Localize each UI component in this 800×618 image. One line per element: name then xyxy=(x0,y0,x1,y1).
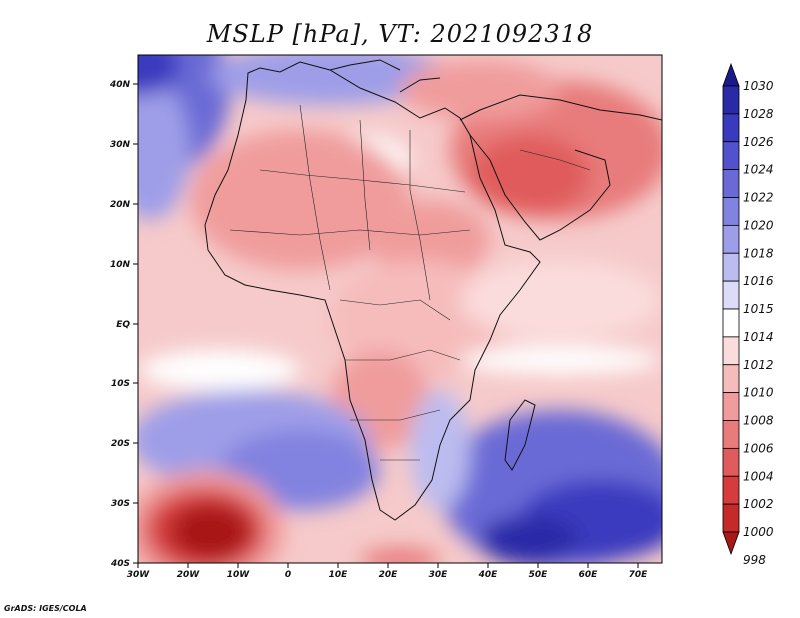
colorbar-swatch xyxy=(722,308,740,338)
colorbar-label: 1006 xyxy=(743,441,774,455)
colorbar-label: 1026 xyxy=(743,135,774,149)
colorbar-label: 1020 xyxy=(743,218,774,232)
colorbar-label: 1022 xyxy=(743,191,774,205)
pressure-field xyxy=(138,55,662,563)
colorbar-swatch xyxy=(722,336,740,366)
colorbar-swatch xyxy=(722,503,740,533)
colorbar-swatch xyxy=(722,447,740,477)
colorbar-swatch xyxy=(722,420,740,449)
colorbar-label: 1014 xyxy=(743,330,774,344)
lon-tick: 70E xyxy=(629,570,649,580)
plot-frame xyxy=(137,54,663,564)
colorbar-label: 1030 xyxy=(743,79,774,93)
colorbar-label: 1016 xyxy=(743,274,774,288)
colorbar-swatch xyxy=(722,392,740,421)
colorbar-swatch xyxy=(722,197,740,226)
colorbar-swatch xyxy=(722,141,740,171)
lat-tick: 30N xyxy=(110,140,131,150)
colorbar-label: 1015 xyxy=(743,302,774,316)
lat-tick: 10N xyxy=(110,260,131,270)
colorbar-label: 1010 xyxy=(743,386,774,400)
lat-tick: 40S xyxy=(110,559,130,569)
lat-tick: 20S xyxy=(111,439,130,449)
lat-axis: 40N 30N 20N 10N EQ 10S 20S 30S 40S xyxy=(109,80,131,569)
lon-tick: 50E xyxy=(529,570,549,580)
colorbar-label: 1008 xyxy=(743,414,774,428)
colorbar-swatch xyxy=(722,280,740,310)
colorbar-swatch xyxy=(722,252,740,282)
colorbar-swatch xyxy=(722,531,740,556)
colorbar-label: 1012 xyxy=(743,358,774,372)
colorbar-label: 1018 xyxy=(743,246,774,260)
colorbar-label: 998 xyxy=(743,553,766,567)
colorbar-swatch xyxy=(722,169,740,198)
lon-tick: 10E xyxy=(329,570,349,580)
lon-tick: 10W xyxy=(227,570,251,580)
colorbar-swatch xyxy=(722,85,740,115)
lon-tick: 60E xyxy=(579,570,599,580)
colorbar-label: 1000 xyxy=(743,525,774,539)
tick-marks xyxy=(133,83,639,568)
colorbar-swatch xyxy=(722,62,740,87)
coastlines xyxy=(204,59,662,521)
country-borders xyxy=(229,104,591,461)
lon-tick: 0 xyxy=(285,570,291,580)
lon-tick: 20E xyxy=(379,570,399,580)
grads-credit: GrADS: IGES/COLA xyxy=(4,604,87,613)
colorbar-swatch xyxy=(722,224,740,254)
colorbar-label: 1028 xyxy=(743,107,774,121)
colorbar-label: 1004 xyxy=(743,469,774,483)
colorbar-swatch xyxy=(722,364,740,394)
colorbar-label: 1024 xyxy=(743,163,774,177)
lon-tick: 30W xyxy=(127,570,151,580)
colorbar: 1030 1028 1026 1024 1022 1020 1018 1016 1015 1014… xyxy=(722,62,774,567)
lat-tick: 30S xyxy=(111,499,130,509)
colorbar-label: 1002 xyxy=(743,497,774,511)
lat-tick: 10S xyxy=(111,379,130,389)
colorbar-swatch xyxy=(722,113,740,143)
colorbar-swatch xyxy=(722,475,740,505)
map-title: MSLP [hPa], VT: 2021092318 xyxy=(206,20,594,48)
lat-tick: 40N xyxy=(109,80,131,90)
lon-tick: 20W xyxy=(177,570,201,580)
lat-tick: EQ xyxy=(116,320,130,330)
lon-axis: 30W 20W 10W 0 10E 20E 30E 40E 50E 60E 70… xyxy=(127,570,648,580)
lon-tick: 30E xyxy=(429,570,449,580)
lon-tick: 40E xyxy=(478,570,499,580)
lat-tick: 20N xyxy=(110,200,131,210)
